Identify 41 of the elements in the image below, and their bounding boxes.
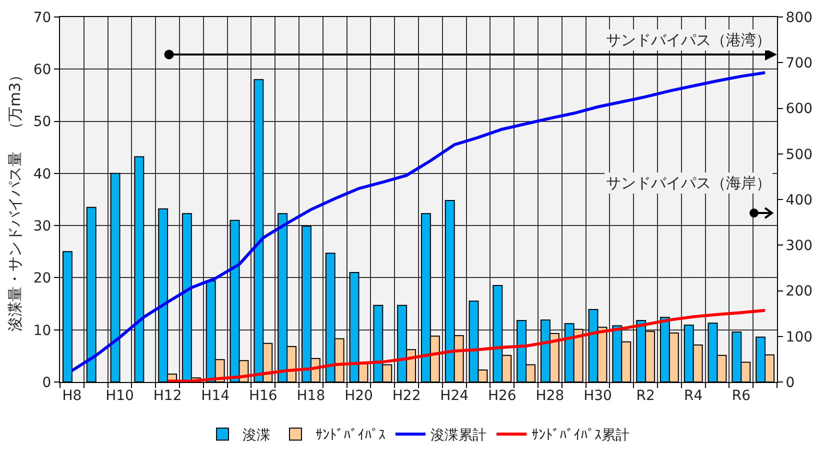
x-tick-label: R6: [732, 388, 751, 404]
y-tick-label: 0: [42, 374, 52, 391]
x-tick-label: R2: [636, 388, 655, 404]
y2-tick-label: 400: [786, 192, 813, 208]
legend-label: ｻﾝﾄﾞﾊﾞｲﾊﾟｽ: [316, 428, 386, 444]
y-tick-label: 30: [33, 218, 52, 234]
x-tick-label: H26: [488, 388, 516, 404]
y2-tick-label: 600: [786, 101, 813, 118]
legend-label: ｻﾝﾄﾞﾊﾞｲﾊﾟｽ累計: [532, 428, 630, 444]
y2-tick-label: 300: [786, 238, 813, 254]
x-tick-label: H18: [296, 388, 326, 404]
y2-tick-label: 200: [786, 284, 813, 300]
x-tick-label: H10: [106, 388, 134, 404]
y-tick-label: 20: [33, 270, 52, 287]
x-tick-label: H14: [201, 388, 230, 404]
y-tick-label: 40: [33, 166, 52, 182]
y-tick-label: 50: [33, 114, 52, 130]
annotation: サンドバイパス（港湾）: [606, 31, 771, 49]
annotation: サンドバイパス（海岸）: [606, 174, 771, 192]
y2-tick-label: 500: [786, 146, 813, 163]
y2-tick-label: 700: [786, 56, 813, 72]
legend-label: 浚渫累計: [430, 428, 486, 444]
x-tick-label: H12: [153, 388, 182, 404]
y-tick-label: 10: [33, 322, 52, 339]
line-series: [70, 71, 767, 372]
y2-tick-label: 0: [786, 374, 795, 391]
y-tick-label: 70: [33, 10, 52, 26]
x-tick-label: H30: [584, 388, 612, 404]
x-tick-label: H28: [536, 388, 564, 404]
y-tick-label: 60: [33, 62, 52, 78]
x-tick-label: H20: [344, 388, 373, 404]
x-tick-label: H8: [62, 388, 82, 404]
y-axis-title: 浚渫量・サンドバイパス量 （万m3）: [6, 67, 24, 332]
x-tick-label: H22: [392, 388, 421, 404]
legend-label: 浚渫: [242, 428, 270, 444]
x-tick-label: R4: [684, 388, 703, 404]
line-series: [166, 308, 767, 382]
y2-tick-label: 100: [786, 329, 813, 346]
x-tick-label: H24: [440, 388, 469, 404]
y2-tick-label: 800: [786, 10, 813, 26]
x-tick-label: H16: [248, 388, 278, 404]
